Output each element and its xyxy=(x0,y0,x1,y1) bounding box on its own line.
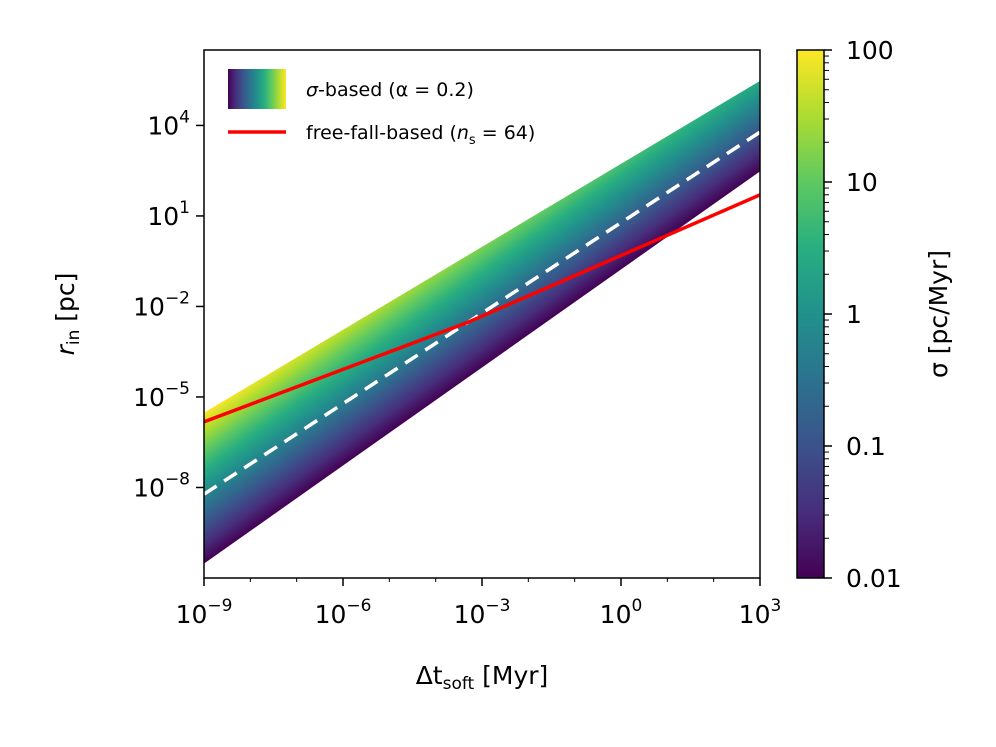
y-axis-label: rin [pc] xyxy=(51,273,84,356)
legend: σ-based (α = 0.2) free-fall-based (ns = … xyxy=(228,69,535,148)
colorbar-label: σ [pc/Myr] xyxy=(924,250,953,378)
contour-label: 1.00 xyxy=(543,0,590,34)
y-axis-ticks: 10−8 10−5 10−2 101 104 xyxy=(133,107,204,502)
x-axis-label: Δtsoft [Myr] xyxy=(416,661,549,694)
colorbar-tick-label: 100 xyxy=(846,36,894,65)
x-tick-label: 10−9 xyxy=(176,596,233,629)
colorbar-tick-label: 0.01 xyxy=(846,564,902,593)
y-tick-label: 101 xyxy=(147,198,190,231)
colorbar-ticks: 0.01 0.1 1 10 100 xyxy=(824,36,902,593)
free-fall-line xyxy=(204,193,760,424)
x-tick-label: 10−3 xyxy=(454,596,511,629)
x-tick-label: 103 xyxy=(739,596,782,629)
colorbar: 0.01 0.1 1 10 100 σ [pc/Myr] xyxy=(796,36,953,593)
sigma-band xyxy=(204,80,760,564)
y-tick-label: 104 xyxy=(147,107,190,140)
legend-label-sigma: σ-based (α = 0.2) xyxy=(306,79,474,101)
y-tick-label: 10−5 xyxy=(133,379,190,412)
y-tick-label: 10−2 xyxy=(133,288,190,321)
legend-swatch-sigma xyxy=(228,69,286,109)
x-axis-ticks: 10−9 10−6 10−3 100 103 xyxy=(176,578,782,629)
colorbar-gradient xyxy=(797,50,824,578)
contour-line-sigma-1 xyxy=(204,130,760,496)
colorbar-tick-label: 0.1 xyxy=(846,432,886,461)
plot-area xyxy=(204,80,760,564)
colorbar-tick-label: 10 xyxy=(846,168,878,197)
x-tick-label: 10−6 xyxy=(315,596,372,629)
x-tick-label: 100 xyxy=(600,596,643,629)
legend-label-freefall: free-fall-based (ns = 64) xyxy=(306,122,535,148)
colorbar-tick-label: 1 xyxy=(846,300,862,329)
y-tick-label: 10−8 xyxy=(133,469,190,502)
